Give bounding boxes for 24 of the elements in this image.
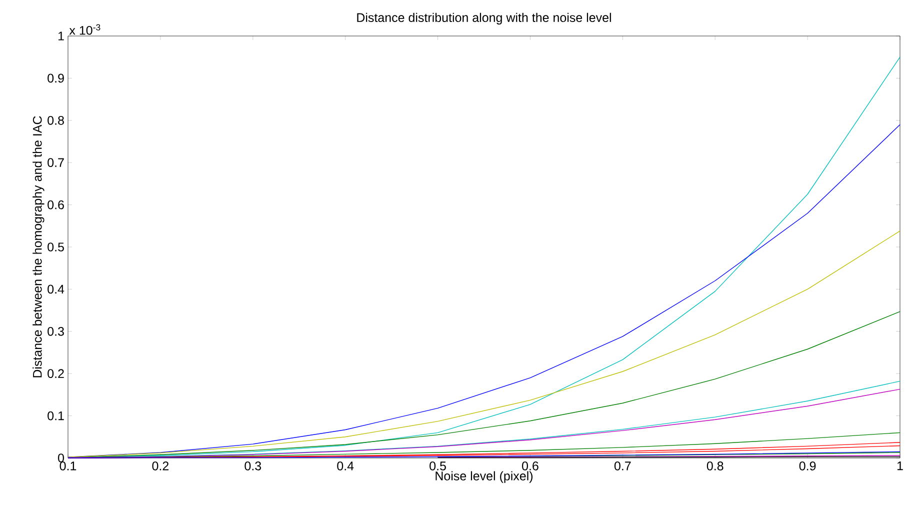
y-tick-label: 0.8	[48, 116, 64, 125]
x-tick-label: 0.2	[152, 462, 169, 470]
y-tick-label: 0.2	[48, 369, 64, 378]
x-axis-title: Noise level (pixel)	[436, 471, 533, 483]
text: x 10$^{-3}$	[69, 24, 100, 35]
x-tick-label: 0.8	[706, 462, 724, 470]
x-tick-label: 0.7	[614, 462, 631, 470]
y-tick-label: 0.9	[48, 74, 64, 83]
y-tick-label: 1	[58, 32, 64, 40]
x-tick-label: 0.6	[522, 462, 538, 470]
y-tick-label: 0	[58, 454, 64, 462]
y-tick-label: 0.3	[48, 326, 64, 336]
x-tick-label: 0.9	[799, 462, 816, 470]
x-tick-label: 0.3	[244, 462, 262, 470]
chart-title: Distance distribution along with the noise level	[357, 12, 611, 24]
x-tick-label: 0.5	[430, 462, 446, 470]
y-tick-label: 0.7	[48, 158, 64, 168]
x-tick-label: 0.4	[337, 462, 354, 470]
y-tick-label: 0.5	[48, 242, 64, 252]
x-tick-label: 1	[897, 462, 903, 470]
y-tick-label: 0.4	[48, 284, 64, 294]
y-tick-label: 0.1	[48, 411, 64, 420]
y-axis-title: Distance between the homography and the IAC	[32, 116, 44, 378]
y-tick-label: 0.6	[48, 200, 64, 210]
